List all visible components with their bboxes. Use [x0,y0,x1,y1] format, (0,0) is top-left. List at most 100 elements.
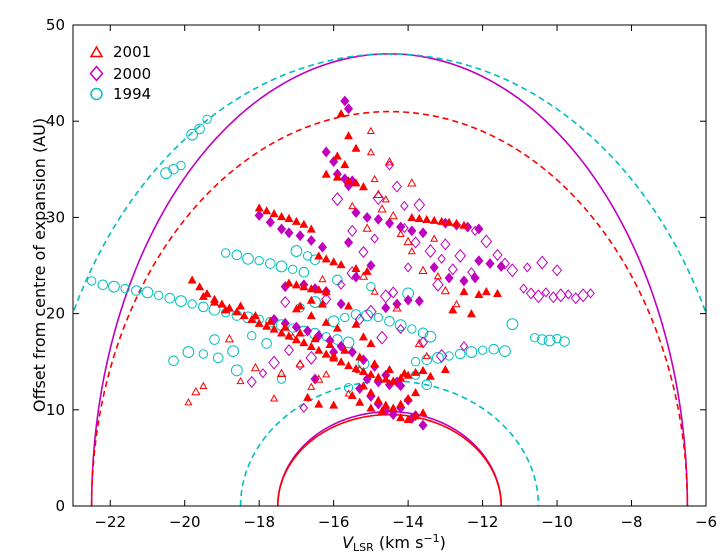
point-2000-hollow [586,288,595,299]
x-tick-label: −18 [243,513,275,531]
point-2001 [425,371,435,380]
point-1994 [231,249,243,261]
x-tick-label: −6 [695,513,717,531]
point-1994 [198,349,209,359]
point-2001-hollow [366,147,375,156]
x-axis-label: VLSR (km s−1) [342,532,446,554]
point-1994 [465,346,478,358]
point-2001-hollow [407,178,417,187]
point-2001 [306,224,316,233]
point-2000 [414,295,424,307]
point-2001 [314,345,324,354]
point-2000-hollow [499,257,510,270]
point-2001 [474,289,484,298]
point-2001-hollow [370,174,379,183]
point-2001 [448,305,458,314]
x-tick-label: −10 [541,513,573,531]
point-2001-hollow [250,362,261,372]
point-1994 [160,167,172,180]
point-2001 [366,403,376,412]
point-2001 [381,400,391,409]
point-2000-hollow [268,355,280,370]
point-1994 [421,354,433,366]
legend-label-1994: 1994 [113,85,151,103]
point-2001 [411,411,421,420]
point-1994 [536,334,548,345]
point-2000 [254,210,264,221]
legend-entry-2001: 2001 [89,43,151,61]
point-2000-hollow [388,286,399,299]
point-1994 [407,324,417,334]
point-2001 [396,373,406,382]
point-2001-hollow [452,299,461,308]
point-2001 [418,408,428,417]
point-1994 [432,351,444,364]
legend-circle-marker [90,87,103,101]
point-2001 [325,339,335,349]
point-2001-hollow [307,382,316,390]
point-2000 [496,261,506,272]
point-1994 [227,345,240,358]
point-2001-hollow [407,247,416,255]
point-2000-hollow [492,248,503,261]
point-2001 [299,282,309,291]
point-2001 [418,365,428,374]
point-2001-hollow [295,358,305,368]
point-2001 [198,291,208,300]
point-2001 [284,278,294,287]
point-2001 [295,301,305,310]
point-2001 [362,266,372,275]
point-2000-hollow [413,197,426,212]
point-2001 [344,301,354,310]
point-2001-hollow [276,368,287,377]
point-1994 [141,286,154,299]
point-1994 [444,351,454,361]
point-1994 [290,245,303,257]
point-2001 [351,178,361,187]
y-tick-label: 20 [46,305,65,323]
point-2000 [344,236,354,248]
point-2001 [358,332,368,341]
point-2001-hollow [199,381,208,389]
point-1994 [194,123,205,135]
point-1994 [543,334,556,347]
point-2001-hollow [384,156,395,166]
x-tick-label: −20 [169,513,201,531]
point-2001 [403,393,413,402]
point-2000-hollow [283,344,295,357]
point-1994 [340,312,350,323]
legend-label-2001: 2001 [113,43,151,61]
legend: 2001 2000 1994 [89,43,151,103]
point-2001-hollow [318,274,327,283]
point-1994 [168,164,179,175]
legend-entry-2000: 2000 [89,65,151,83]
point-2000-hollow [347,224,358,237]
point-2001 [250,311,260,320]
point-2000-hollow [391,180,402,193]
point-2001-hollow [322,370,331,378]
point-1994 [242,252,254,265]
y-tick-label: 50 [46,16,65,34]
point-2001 [466,309,476,318]
point-2001 [437,216,447,225]
point-2001-hollow [396,229,405,237]
point-2001 [269,324,279,333]
point-2001 [254,318,264,327]
point-2000-hollow [454,248,467,263]
x-tick-label: −22 [94,513,126,531]
point-2000-hollow [354,313,365,326]
point-1994 [276,374,287,384]
point-2000 [418,227,428,239]
point-2000-hollow [385,160,394,171]
point-2001 [366,338,376,348]
point-1994 [220,248,231,258]
point-1994 [350,309,362,320]
point-2001 [269,209,279,218]
point-2000-hollow [396,323,405,335]
point-2001 [277,328,286,337]
point-2000 [388,409,398,421]
point-2000-hollow [258,368,268,379]
point-2001 [493,288,502,298]
point-1994 [120,283,130,294]
point-2001 [373,372,383,381]
